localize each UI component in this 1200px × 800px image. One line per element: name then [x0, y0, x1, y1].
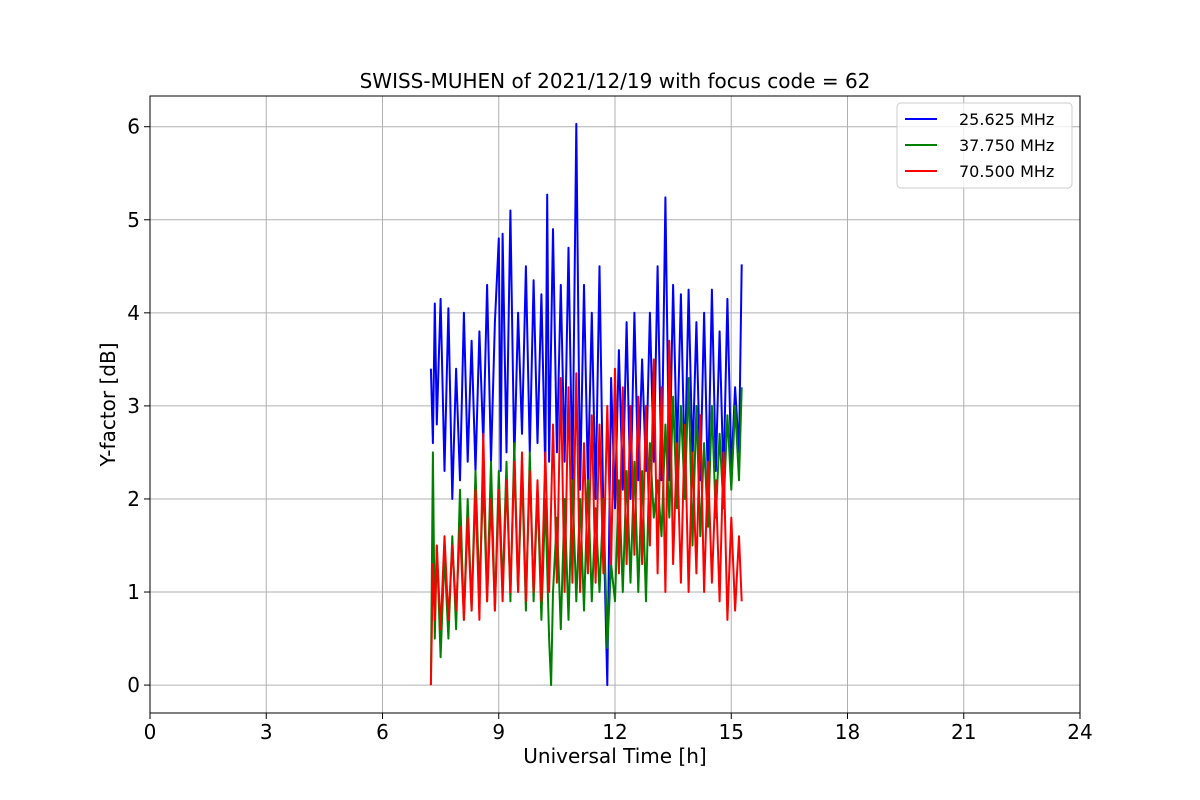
- y-tick-label: 2: [127, 487, 140, 511]
- x-tick-label: 6: [376, 720, 389, 744]
- y-tick-label: 0: [127, 673, 140, 697]
- plot-series: [429, 122, 743, 687]
- x-tick-label: 9: [492, 720, 505, 744]
- x-tick-label: 21: [951, 720, 976, 744]
- x-tick-label: 0: [144, 720, 157, 744]
- y-tick-label: 4: [127, 301, 140, 325]
- x-tick-label: 3: [260, 720, 273, 744]
- x-axis: 0 3 6 9 12 15 18 21 24: [144, 713, 1093, 744]
- chart-title: SWISS-MUHEN of 2021/12/19 with focus cod…: [360, 69, 871, 93]
- y-tick-label: 5: [127, 208, 140, 232]
- y-tick-label: 3: [127, 394, 140, 418]
- x-tick-label: 18: [835, 720, 860, 744]
- x-tick-label: 15: [719, 720, 744, 744]
- legend-label: 25.625 MHz: [959, 110, 1054, 129]
- series-line-0: [429, 122, 743, 687]
- series-line-2: [429, 339, 743, 686]
- y-tick-label: 6: [127, 115, 140, 139]
- legend-label: 37.750 MHz: [959, 136, 1054, 155]
- x-tick-label: 12: [602, 720, 627, 744]
- x-tick-label: 24: [1067, 720, 1092, 744]
- y-axis: 0 1 2 3 4 5 6: [127, 115, 150, 697]
- y-axis-label: Y-factor [dB]: [96, 342, 120, 467]
- legend-label: 70.500 MHz: [959, 162, 1054, 181]
- x-axis-label: Universal Time [h]: [523, 744, 706, 768]
- legend-box: [896, 102, 1073, 189]
- y-tick-label: 1: [127, 580, 140, 604]
- legend: 25.625 MHz 37.750 MHz 70.500 MHz: [896, 102, 1073, 189]
